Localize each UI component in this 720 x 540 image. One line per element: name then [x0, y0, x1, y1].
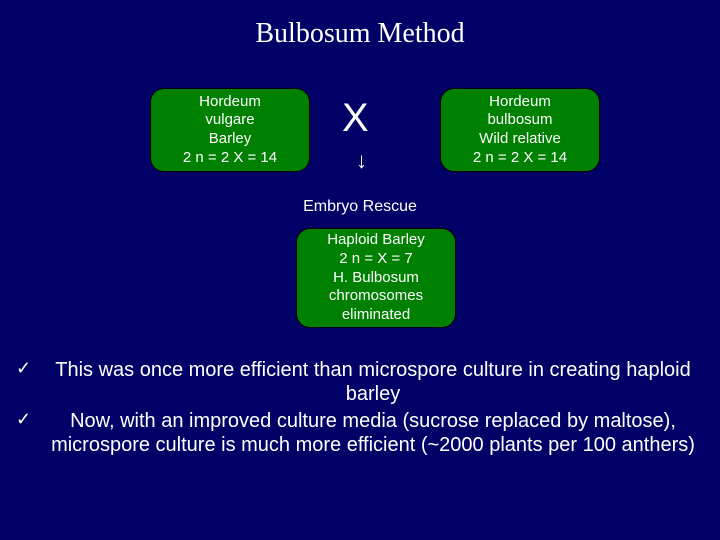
result-box: Haploid Barley 2 n = X = 7 H. Bulbosum c… — [296, 228, 456, 328]
bottom-box-line4: chromosomes — [329, 287, 423, 306]
right-box-line3: Wild relative — [479, 130, 561, 149]
bullet-text: This was once more efficient than micros… — [42, 358, 704, 407]
left-box-line1: Hordeum — [199, 93, 261, 112]
embryo-rescue-label: Embryo Rescue — [0, 198, 720, 216]
check-icon: ✓ — [16, 358, 42, 407]
bottom-box-line1: Haploid Barley — [327, 231, 425, 250]
left-species-box: Hordeum vulgare Barley 2 n = 2 X = 14 — [150, 88, 310, 172]
right-box-line4: 2 n = 2 X = 14 — [473, 149, 567, 168]
cross-symbol: X — [342, 96, 369, 141]
right-box-line2: bulbosum — [487, 111, 552, 130]
right-box-line1: Hordeum — [489, 93, 551, 112]
bottom-box-line5: eliminated — [342, 306, 410, 325]
left-box-line2: vulgare — [205, 111, 254, 130]
down-arrow-icon: ↓ — [356, 148, 367, 174]
slide-title: Bulbosum Method — [0, 18, 720, 50]
bottom-box-line2: 2 n = X = 7 — [339, 250, 412, 269]
right-species-box: Hordeum bulbosum Wild relative 2 n = 2 X… — [440, 88, 600, 172]
left-box-line4: 2 n = 2 X = 14 — [183, 149, 277, 168]
left-box-line3: Barley — [209, 130, 252, 149]
bottom-box-line3: H. Bulbosum — [333, 269, 419, 288]
bullet-item: ✓ This was once more efficient than micr… — [16, 358, 704, 407]
bullet-item: ✓ Now, with an improved culture media (s… — [16, 409, 704, 458]
bullet-list: ✓ This was once more efficient than micr… — [16, 358, 704, 460]
check-icon: ✓ — [16, 409, 42, 458]
bullet-text: Now, with an improved culture media (suc… — [42, 409, 704, 458]
